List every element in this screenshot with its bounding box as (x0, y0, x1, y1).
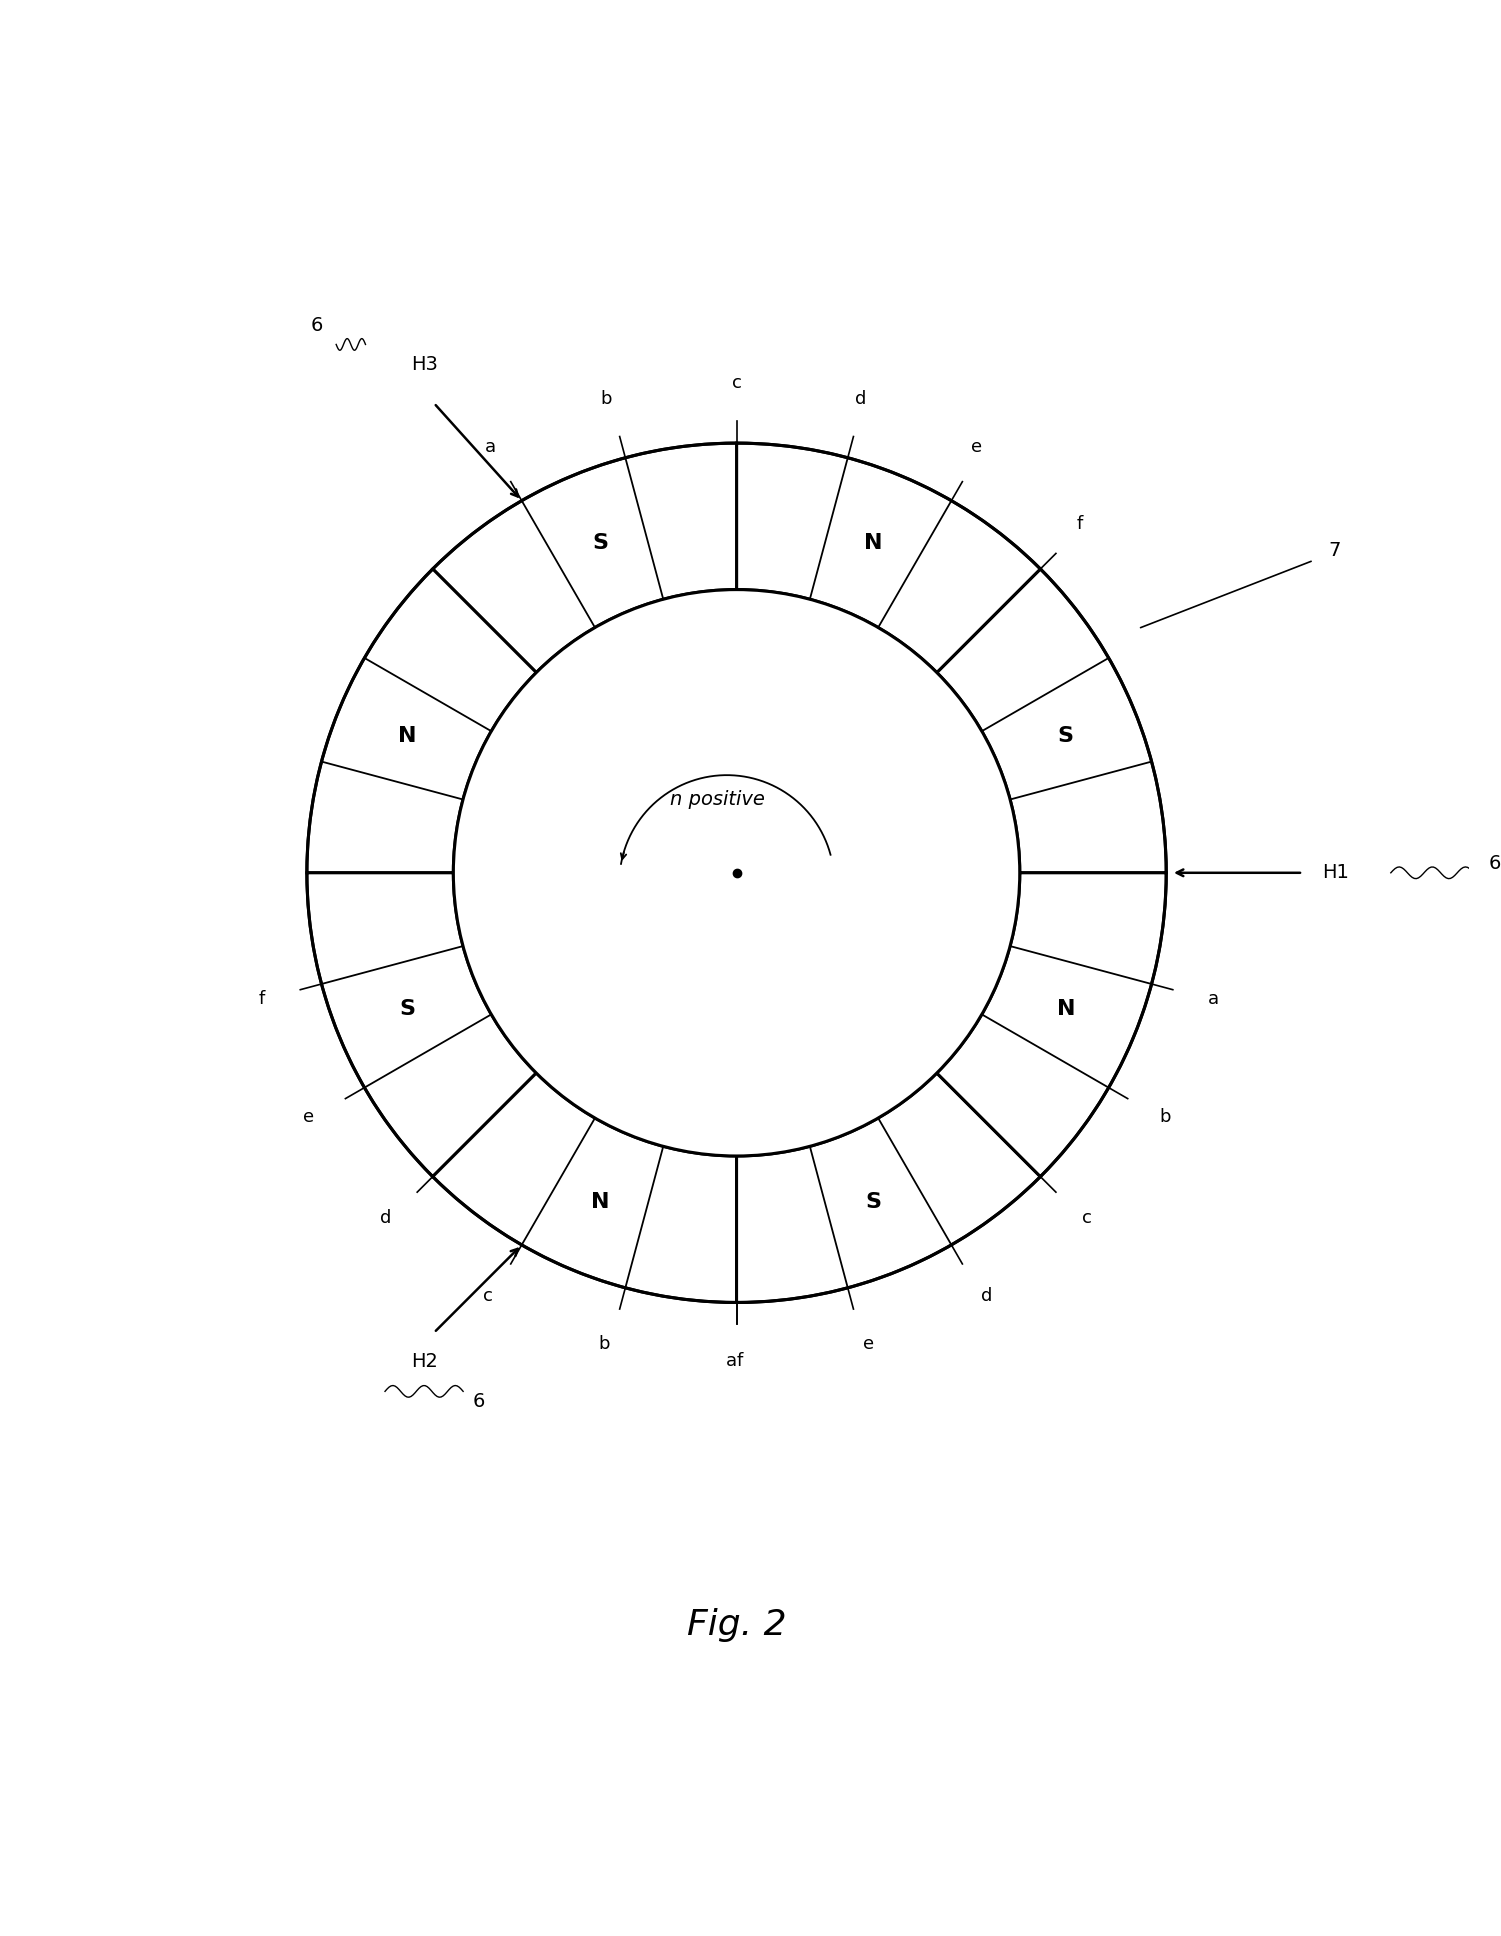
Text: H1: H1 (1322, 863, 1349, 883)
Text: f: f (258, 989, 266, 1009)
Text: c: c (731, 374, 741, 391)
Text: S: S (593, 534, 608, 554)
Text: n positive: n positive (669, 790, 764, 809)
Text: 6: 6 (311, 316, 323, 335)
Polygon shape (937, 873, 1166, 1177)
Polygon shape (937, 569, 1166, 873)
Text: d: d (380, 1210, 392, 1227)
Polygon shape (306, 873, 536, 1177)
Polygon shape (432, 443, 737, 672)
Text: d: d (856, 391, 866, 408)
Text: a: a (485, 438, 497, 457)
Text: S: S (865, 1193, 881, 1212)
Text: 6: 6 (473, 1392, 485, 1411)
Polygon shape (432, 1073, 737, 1303)
Text: b: b (600, 391, 612, 408)
Text: 7: 7 (1328, 540, 1340, 560)
Text: S: S (399, 999, 416, 1018)
Text: a: a (1208, 989, 1219, 1009)
Text: N: N (863, 534, 883, 554)
Polygon shape (737, 443, 1040, 672)
Text: b: b (1159, 1107, 1171, 1127)
Text: Fig. 2: Fig. 2 (687, 1607, 787, 1642)
Polygon shape (306, 569, 536, 873)
Text: 6: 6 (1489, 854, 1501, 873)
Text: f: f (737, 1351, 743, 1371)
Circle shape (453, 590, 1019, 1156)
Text: f: f (1076, 515, 1082, 532)
Text: e: e (303, 1107, 314, 1127)
Text: N: N (398, 726, 416, 747)
Text: N: N (591, 1193, 609, 1212)
Text: H2: H2 (411, 1353, 437, 1371)
Text: a: a (725, 1351, 737, 1371)
Text: N: N (1057, 999, 1075, 1018)
Text: c: c (482, 1287, 492, 1305)
Text: H3: H3 (411, 354, 437, 374)
Polygon shape (737, 1073, 1040, 1303)
Text: b: b (599, 1336, 611, 1353)
Text: c: c (1082, 1210, 1091, 1227)
Text: S: S (1058, 726, 1073, 747)
Text: d: d (980, 1287, 992, 1305)
Text: e: e (971, 438, 983, 457)
Text: e: e (863, 1336, 874, 1353)
